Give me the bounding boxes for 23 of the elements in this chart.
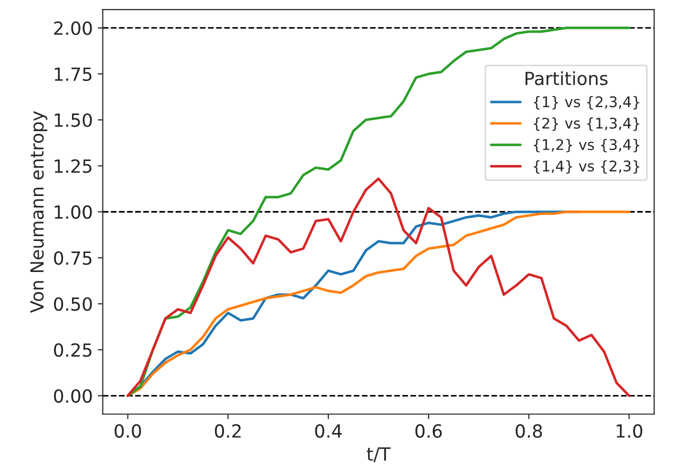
legend-label: {1,2} vs {3,4} (534, 138, 640, 152)
y-axis-title: Von Neumann entropy (30, 111, 48, 313)
y-tick-label: 1.00 (54, 205, 92, 219)
y-tick-label: 0.75 (54, 251, 92, 265)
x-tick-label: 0.2 (214, 424, 241, 438)
y-tick-label: 0.00 (54, 389, 92, 403)
x-tick-label: 1.0 (616, 424, 642, 438)
y-tick-label: 1.25 (54, 159, 92, 173)
x-tick-label: 0.8 (516, 424, 542, 438)
x-tick-label: 0.6 (415, 424, 442, 438)
line-series (126, 177, 630, 397)
y-tick-label: 0.50 (54, 297, 92, 311)
x-axis-title: t/T (366, 447, 391, 462)
legend-label: {1,4} vs {2,3} (534, 160, 640, 174)
y-tick-label: 1.75 (54, 68, 92, 82)
x-tick-label: 0.4 (315, 424, 342, 438)
y-tick-label: 2.00 (54, 21, 92, 36)
y-tick-label: 1.50 (54, 113, 92, 127)
x-tick-label: 0.0 (114, 424, 141, 438)
legend-label: {2} vs {1,3,4} (534, 117, 640, 131)
legend-label: {1} vs {2,3,4} (534, 96, 640, 110)
y-tick-label: 0.25 (54, 343, 92, 357)
legend-title: Partitions (526, 71, 608, 86)
